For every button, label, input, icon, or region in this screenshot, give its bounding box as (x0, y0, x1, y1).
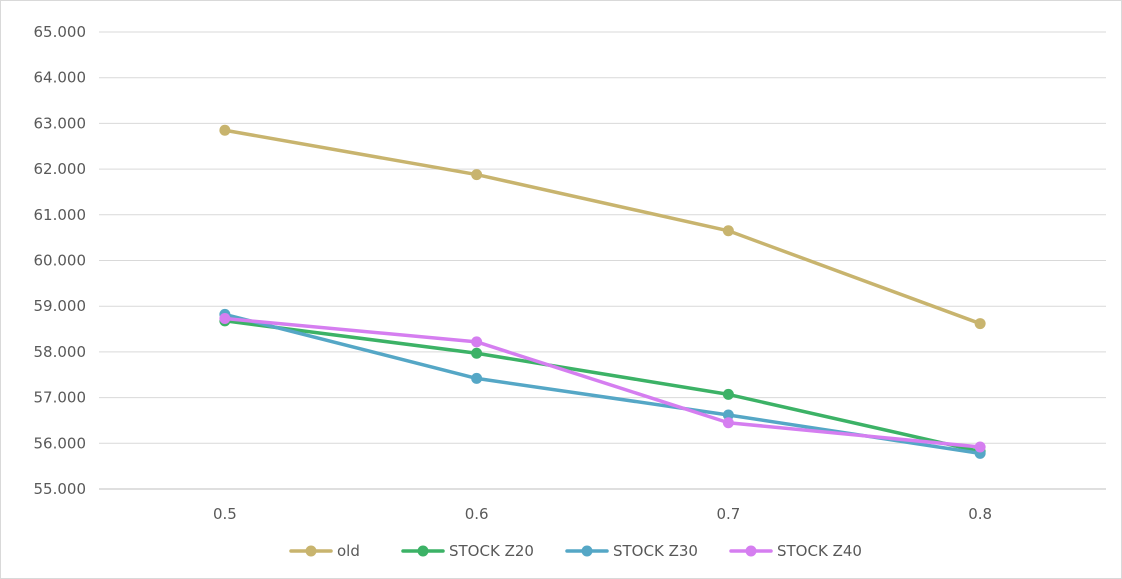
legend-label: STOCK Z30 (613, 542, 698, 560)
y-tick-label: 63.000 (34, 114, 87, 132)
y-tick-label: 65.000 (34, 23, 87, 41)
legend-entry: STOCK Z30 (565, 542, 698, 560)
series-line (223, 316, 982, 449)
legend-swatch-marker (417, 545, 429, 557)
data-point (219, 313, 231, 325)
y-tick-label: 62.000 (34, 160, 87, 178)
series-line (223, 128, 982, 326)
legend-label: old (337, 542, 360, 560)
legend-label: STOCK Z20 (449, 542, 534, 560)
series-line (223, 319, 982, 454)
y-tick-label: 56.000 (34, 434, 87, 452)
legend-swatch-marker (305, 545, 317, 557)
legend-label: STOCK Z40 (777, 542, 862, 560)
data-point (471, 336, 483, 348)
data-point (974, 441, 986, 453)
y-tick-label: 55.000 (34, 480, 87, 498)
series-old (219, 124, 986, 330)
legend-entry: old (289, 542, 360, 560)
y-tick-label: 59.000 (34, 297, 87, 315)
x-tick-label: 0.8 (968, 505, 992, 523)
legend-swatch-marker (745, 545, 757, 557)
gridlines (99, 31, 1106, 490)
legend-entry: STOCK Z20 (401, 542, 534, 560)
data-point (974, 318, 986, 330)
y-tick-label: 60.000 (34, 252, 87, 270)
data-point (722, 409, 734, 421)
x-axis-ticks: 0.5 0.6 0.7 0.8 (213, 505, 992, 523)
y-tick-label: 58.000 (34, 343, 87, 361)
x-tick-label: 0.6 (465, 505, 489, 523)
legend-swatch-marker (581, 545, 593, 557)
data-point (722, 225, 734, 237)
x-tick-label: 0.5 (213, 505, 237, 523)
y-tick-label: 64.000 (34, 69, 87, 87)
y-tick-label: 61.000 (34, 206, 87, 224)
data-point (219, 124, 231, 136)
data-point (471, 169, 483, 181)
data-point (722, 388, 734, 400)
series-stock-z40 (219, 313, 986, 453)
legend: old STOCK Z20 STOCK Z30 STOCK Z40 (289, 542, 862, 560)
data-point (471, 347, 483, 359)
series-lines (219, 124, 986, 459)
y-axis-ticks: 55.000 56.000 57.000 58.000 59.000 60.000 61.0… (34, 23, 87, 498)
x-tick-label: 0.7 (716, 505, 740, 523)
data-point (471, 372, 483, 384)
data-point (722, 417, 734, 429)
legend-entry: STOCK Z40 (729, 542, 862, 560)
y-tick-label: 57.000 (34, 389, 87, 407)
